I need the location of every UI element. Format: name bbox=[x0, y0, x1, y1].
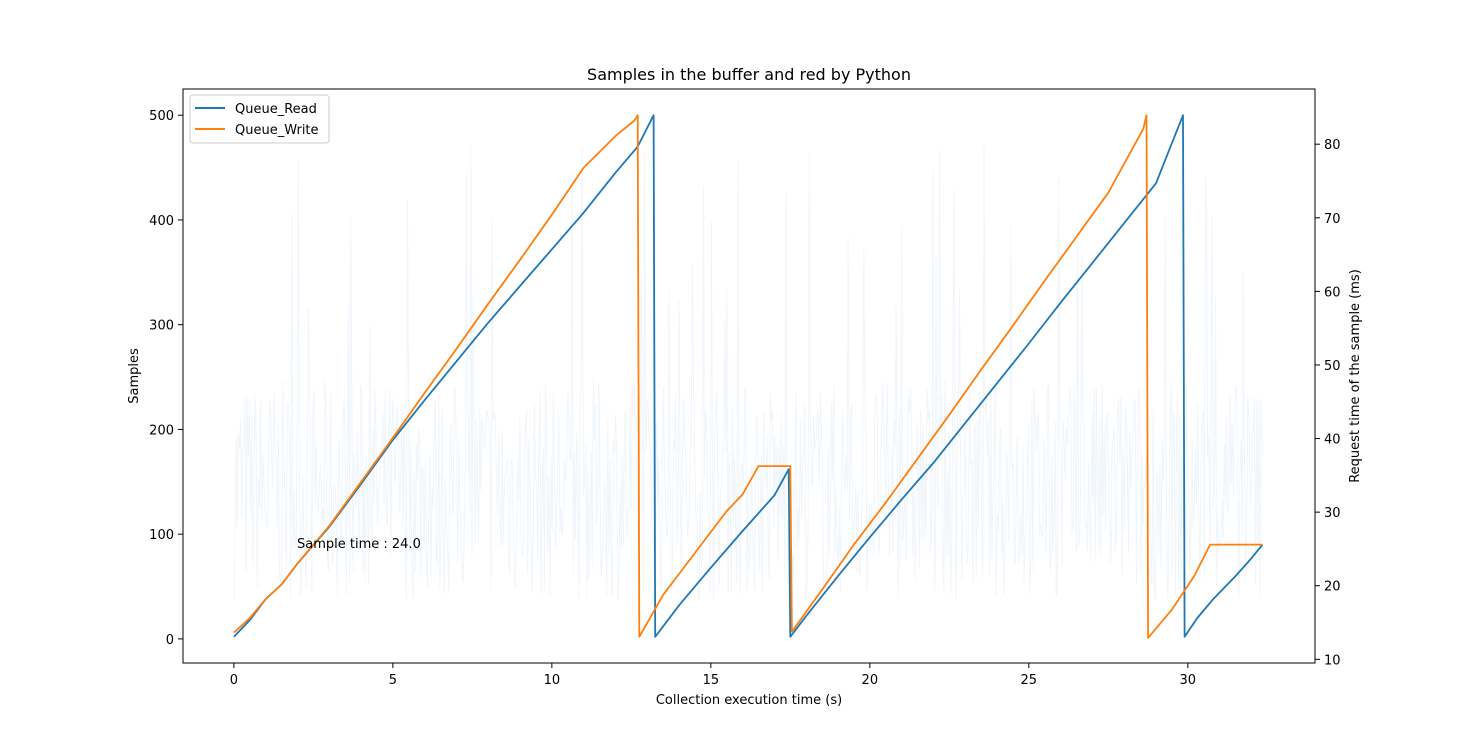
x-tick-label: 20 bbox=[862, 673, 879, 688]
y2-tick-label: 30 bbox=[1324, 506, 1341, 521]
request-time-trace bbox=[233, 145, 1264, 601]
x-axis-label: Collection execution time (s) bbox=[656, 693, 842, 708]
y2-axis-label: Request time of the sample (ms) bbox=[1348, 269, 1363, 483]
x-tick-label: 30 bbox=[1180, 673, 1197, 688]
y-tick-label: 300 bbox=[149, 319, 174, 334]
x-tick-label: 10 bbox=[544, 673, 561, 688]
x-tick-label: 0 bbox=[230, 673, 238, 688]
series-line-queue-write bbox=[233, 114, 1263, 639]
plot-frame bbox=[182, 88, 1316, 664]
y-tick-label: 500 bbox=[149, 109, 174, 124]
x-tick-label: 15 bbox=[703, 673, 720, 688]
y2-tick-label: 20 bbox=[1324, 580, 1341, 595]
y-axis-ticks: 0 100 200 300 400 500 bbox=[149, 109, 183, 648]
request-time-noise bbox=[233, 145, 1264, 601]
y2-tick-label: 50 bbox=[1324, 359, 1341, 374]
x-axis-ticks: 0 5 10 15 20 25 30 bbox=[230, 663, 1196, 688]
x-tick-label: 5 bbox=[389, 673, 397, 688]
y2-tick-label: 80 bbox=[1324, 138, 1341, 153]
y-axis-label: Samples bbox=[127, 348, 142, 404]
y2-tick-label: 40 bbox=[1324, 433, 1341, 448]
series-layer bbox=[233, 114, 1264, 639]
y-tick-label: 0 bbox=[166, 633, 174, 648]
x-tick-label: 25 bbox=[1021, 673, 1038, 688]
y2-axis-ticks: 10 20 30 40 50 60 70 80 bbox=[1315, 138, 1341, 668]
sample-time-annotation: Sample time : 24.0 bbox=[297, 537, 421, 552]
chart-title: Samples in the buffer and red by Python bbox=[587, 65, 911, 84]
y2-tick-label: 70 bbox=[1324, 212, 1341, 227]
y2-tick-label: 10 bbox=[1324, 653, 1341, 668]
y-tick-label: 400 bbox=[149, 214, 174, 229]
y-tick-label: 100 bbox=[149, 528, 174, 543]
legend: Queue_Read Queue_Write bbox=[189, 94, 330, 144]
y-tick-label: 200 bbox=[149, 423, 174, 438]
legend-label-queue-write: Queue_Write bbox=[235, 123, 319, 138]
legend-label-queue-read: Queue_Read bbox=[235, 102, 317, 117]
series-line-queue-read bbox=[233, 114, 1264, 638]
y2-tick-label: 60 bbox=[1324, 285, 1341, 300]
